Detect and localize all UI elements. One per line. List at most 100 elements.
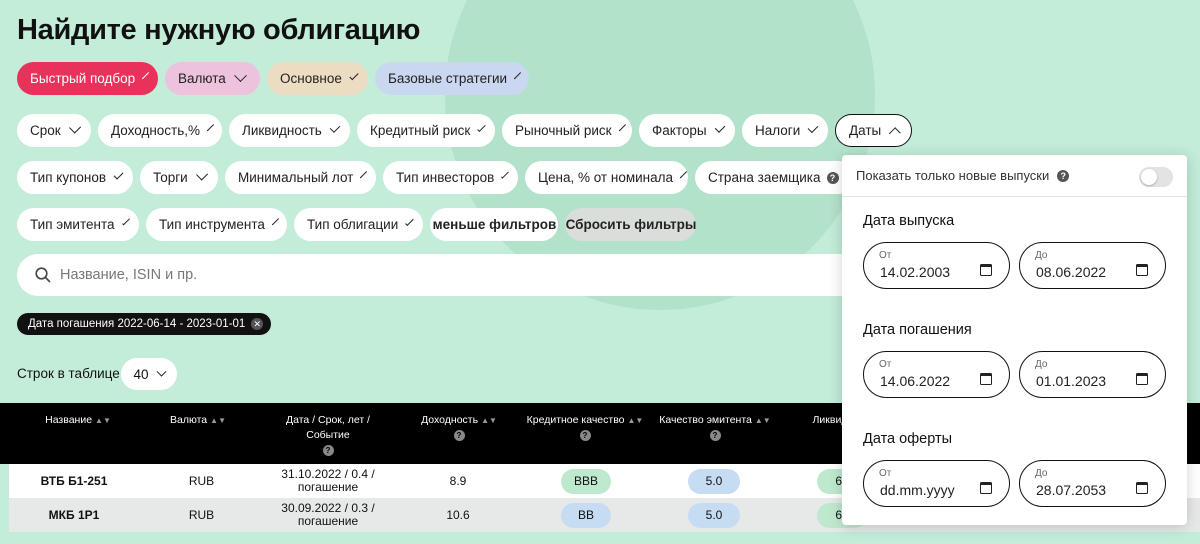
- investor-type-filter[interactable]: Тип инвесторов: [383, 161, 518, 194]
- help-icon[interactable]: ?: [322, 445, 334, 456]
- rows-per-page-label: Строк в таблице: [17, 366, 120, 381]
- min-lot-filter[interactable]: Минимальный лот: [225, 161, 376, 194]
- toggle-knob: [1141, 169, 1157, 185]
- active-filter-label: Дата погашения 2022-06-14 - 2023-01-01: [28, 318, 246, 330]
- help-icon[interactable]: ?: [1057, 169, 1070, 182]
- search-input[interactable]: [60, 267, 760, 283]
- bond-name[interactable]: МКБ 1Р1: [48, 507, 100, 522]
- currency-cell: RUB: [188, 507, 215, 522]
- coupon-type-filter[interactable]: Тип купонов: [17, 161, 133, 194]
- active-filter-tag: Дата погашения 2022-06-14 - 2023-01-01 ✕: [17, 313, 272, 335]
- chevron-down-icon: [714, 122, 726, 134]
- borrower-country-filter[interactable]: Страна заемщика?: [695, 161, 855, 194]
- offer-date-to-field[interactable]: До 28.07.2053: [1019, 460, 1166, 507]
- help-icon[interactable]: ?: [709, 430, 721, 441]
- sort-icon: ▲▼: [627, 416, 644, 425]
- dates-filter[interactable]: Даты: [835, 114, 912, 147]
- sort-icon: ▲▼: [481, 416, 497, 425]
- main-filter[interactable]: Основное: [267, 62, 368, 95]
- calendar-icon[interactable]: [1136, 482, 1148, 494]
- taxes-filter[interactable]: Налоги: [742, 114, 828, 147]
- liquidity-filter[interactable]: Ликвидность: [229, 114, 350, 147]
- chevron-down-icon: [142, 72, 150, 80]
- sort-icon: ▲▼: [95, 416, 111, 425]
- chevron-down-icon: [477, 123, 486, 132]
- calendar-icon[interactable]: [980, 264, 992, 276]
- issue-date-from-field[interactable]: От 14.02.2003: [863, 242, 1010, 289]
- column-header-yield[interactable]: Доходность ▲▼?: [421, 414, 497, 441]
- issuer-quality-badge: 5.0: [688, 468, 740, 494]
- close-icon[interactable]: ✕: [251, 318, 264, 330]
- new-only-label: Показать только новые выпуски: [856, 168, 1050, 183]
- offer-date-title: Дата оферты: [863, 431, 953, 447]
- help-icon[interactable]: ?: [453, 430, 465, 441]
- chevron-down-icon: [501, 170, 509, 179]
- factors-filter[interactable]: Факторы: [639, 114, 735, 147]
- currency-filter[interactable]: Валюта: [165, 62, 260, 95]
- field-label: От: [879, 250, 892, 261]
- chevron-down-icon: [405, 217, 414, 226]
- chevron-down-icon: [329, 122, 341, 134]
- bond-name[interactable]: ВТБ Б1-251: [40, 473, 108, 488]
- yield-cell: 10.6: [446, 507, 470, 522]
- credit-quality-badge: BBB: [561, 468, 611, 494]
- term-filter[interactable]: Срок: [17, 114, 91, 147]
- field-label: До: [1035, 468, 1048, 479]
- reset-filters-button[interactable]: Сбросить фильтры: [565, 208, 696, 241]
- trading-filter[interactable]: Торги: [140, 161, 218, 194]
- less-filters-button[interactable]: меньше фильтров: [430, 208, 558, 241]
- filter-group-row-4: Тип эмитента Тип инструмента Тип облигац…: [17, 208, 696, 241]
- chevron-down-icon: [807, 122, 819, 133]
- maturity-date-from-field[interactable]: От 14.06.2022: [863, 351, 1010, 398]
- filter-group-row-2: Срок Доходность,% Ликвидность Кредитный …: [17, 114, 912, 147]
- rows-per-page-select[interactable]: 40: [121, 358, 177, 390]
- date-cell: 31.10.2022 / 0.4 / погашение: [281, 467, 375, 494]
- bond-type-filter[interactable]: Тип облигации: [294, 208, 423, 241]
- column-header-credit-quality[interactable]: Кредитное качество ▲▼?: [526, 414, 644, 441]
- help-icon[interactable]: ?: [579, 430, 591, 441]
- field-label: До: [1035, 359, 1048, 370]
- calendar-icon[interactable]: [1136, 373, 1148, 385]
- credit-quality-badge: BB: [561, 502, 611, 528]
- market-risk-filter[interactable]: Рыночный риск: [502, 114, 632, 147]
- column-header-currency[interactable]: Валюта ▲▼: [170, 414, 226, 426]
- chevron-down-icon: [68, 121, 81, 134]
- chevron-down-icon: [121, 217, 130, 226]
- field-value: 14.06.2022: [880, 373, 951, 389]
- chevron-up-icon: [889, 127, 902, 140]
- field-label: От: [879, 468, 892, 479]
- issuer-type-filter[interactable]: Тип эмитента: [17, 208, 139, 241]
- base-strategies-filter[interactable]: Базовые стратегии: [375, 62, 529, 95]
- calendar-icon[interactable]: [1136, 264, 1148, 276]
- chevron-down-icon: [113, 169, 124, 180]
- column-header-issuer-quality[interactable]: Качество эмитента ▲▼?: [659, 414, 771, 441]
- field-value: dd.mm.yyyy: [880, 482, 955, 498]
- issue-date-to-field[interactable]: До 08.06.2022: [1019, 242, 1166, 289]
- calendar-icon[interactable]: [980, 373, 992, 385]
- new-only-toggle[interactable]: [1139, 167, 1173, 187]
- chevron-down-icon: [156, 366, 166, 377]
- chevron-down-icon: [618, 124, 626, 132]
- column-header-name[interactable]: Название ▲▼: [45, 414, 111, 426]
- chevron-down-icon: [360, 171, 368, 179]
- issue-date-title: Дата выпуска: [863, 213, 955, 229]
- calendar-icon[interactable]: [980, 482, 992, 494]
- quick-pick-filter[interactable]: Быстрый подбор: [17, 62, 158, 95]
- search-icon: [35, 267, 51, 283]
- sort-icon: ▲▼: [210, 416, 226, 425]
- dates-popup: Показать только новые выпуски ? Дата вып…: [842, 155, 1187, 525]
- field-value: 28.07.2053: [1036, 482, 1107, 498]
- field-label: До: [1035, 250, 1048, 261]
- currency-cell: RUB: [188, 473, 215, 488]
- column-header-date[interactable]: Дата / Срок, лет / Событие?: [286, 414, 370, 456]
- offer-date-from-field[interactable]: От dd.mm.yyyy: [863, 460, 1010, 507]
- price-filter[interactable]: Цена, % от номинала: [525, 161, 688, 194]
- help-icon[interactable]: ?: [826, 171, 839, 184]
- maturity-date-to-field[interactable]: До 01.01.2023: [1019, 351, 1166, 398]
- issuer-quality-badge: 5.0: [688, 502, 740, 528]
- column-header-liquidity[interactable]: Ликвид: [812, 414, 848, 426]
- new-only-row: Показать только новые выпуски ?: [842, 155, 1187, 197]
- yield-filter[interactable]: Доходность,%: [98, 114, 222, 147]
- instrument-type-filter[interactable]: Тип инструмента: [146, 208, 287, 241]
- credit-risk-filter[interactable]: Кредитный риск: [357, 114, 495, 147]
